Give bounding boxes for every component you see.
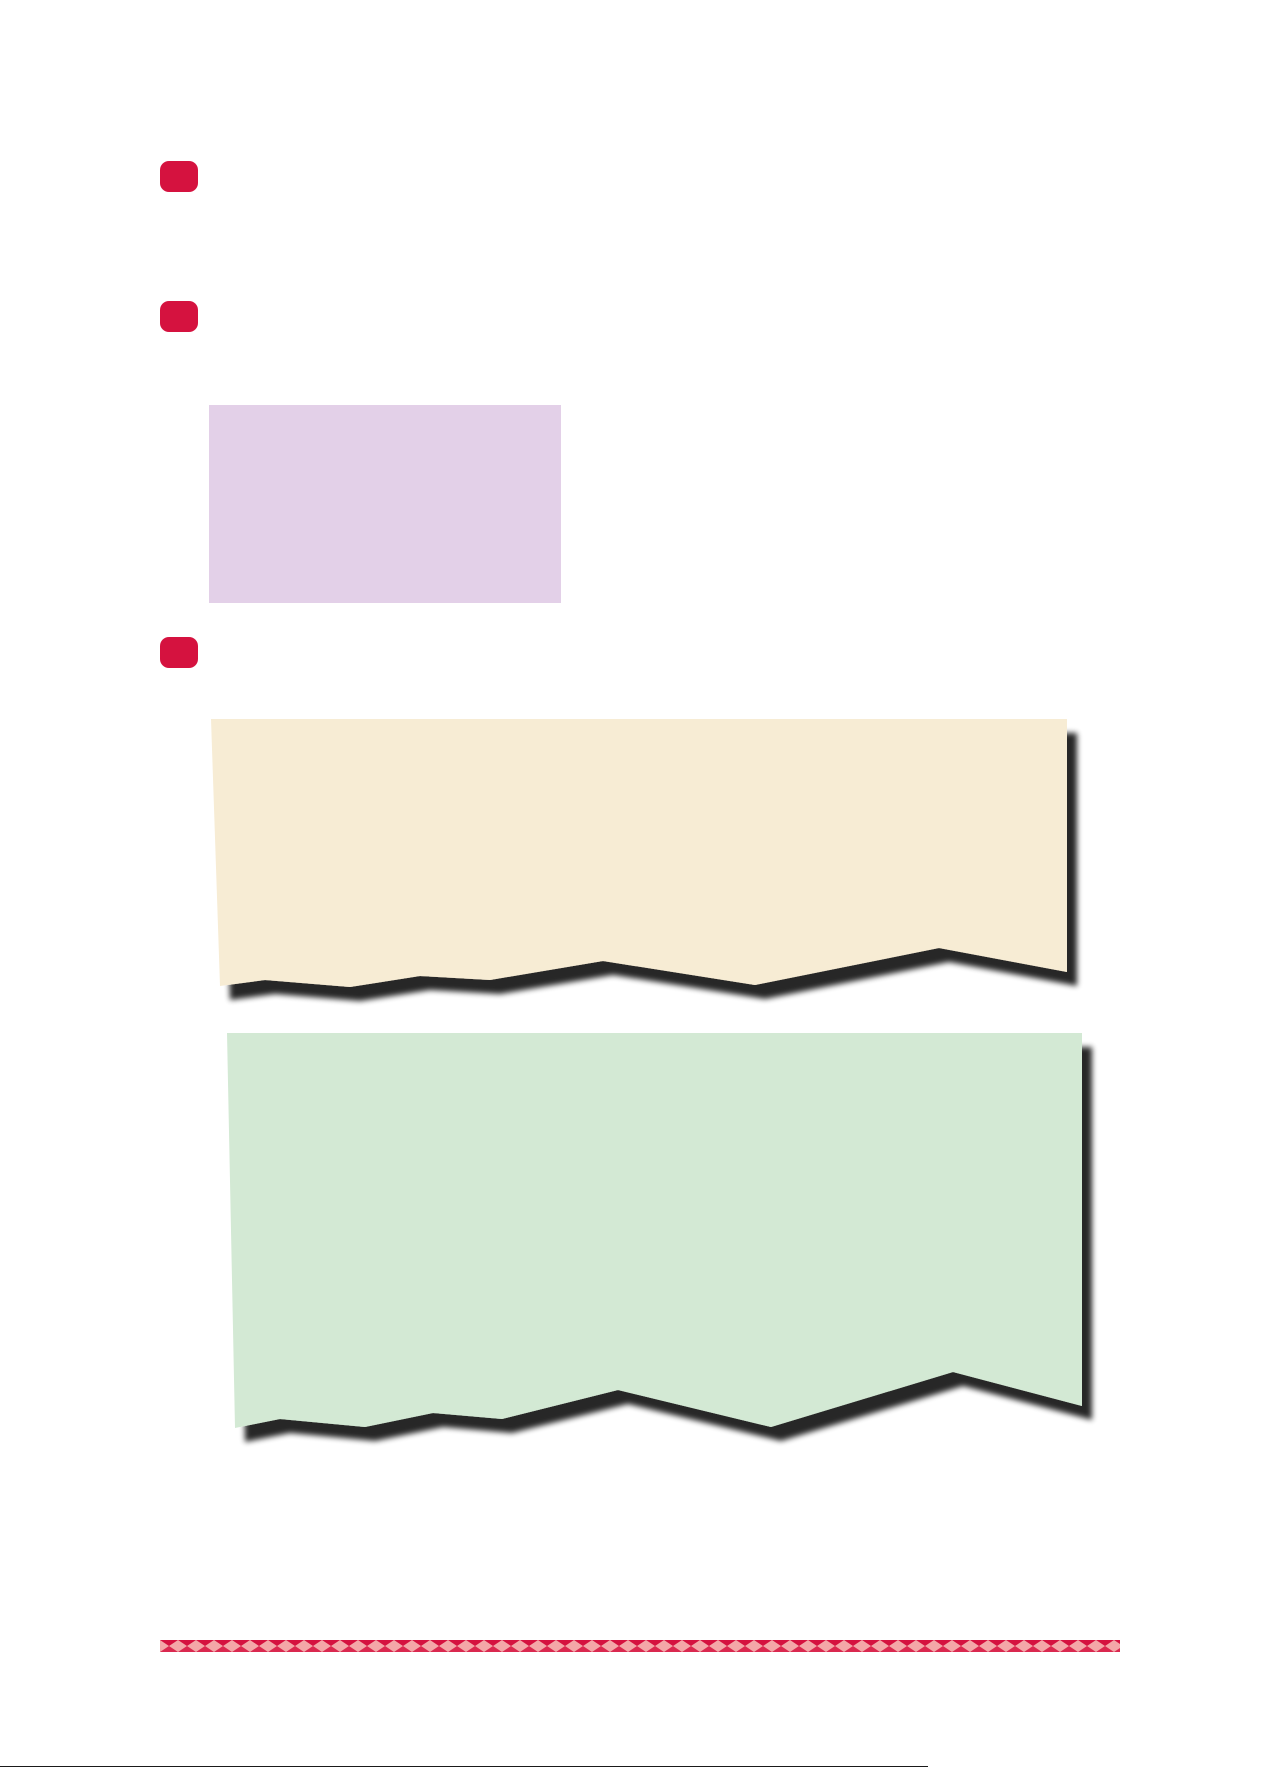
beige-torn-panel <box>211 719 1067 987</box>
green-torn-panel <box>227 1033 1082 1428</box>
step-marker-1 <box>160 161 198 192</box>
step-marker-3 <box>160 637 198 668</box>
footer-rule <box>0 1766 928 1767</box>
purple-info-box <box>209 405 561 603</box>
zigzag-ribbon <box>160 1640 1120 1652</box>
step-marker-2 <box>160 301 198 332</box>
